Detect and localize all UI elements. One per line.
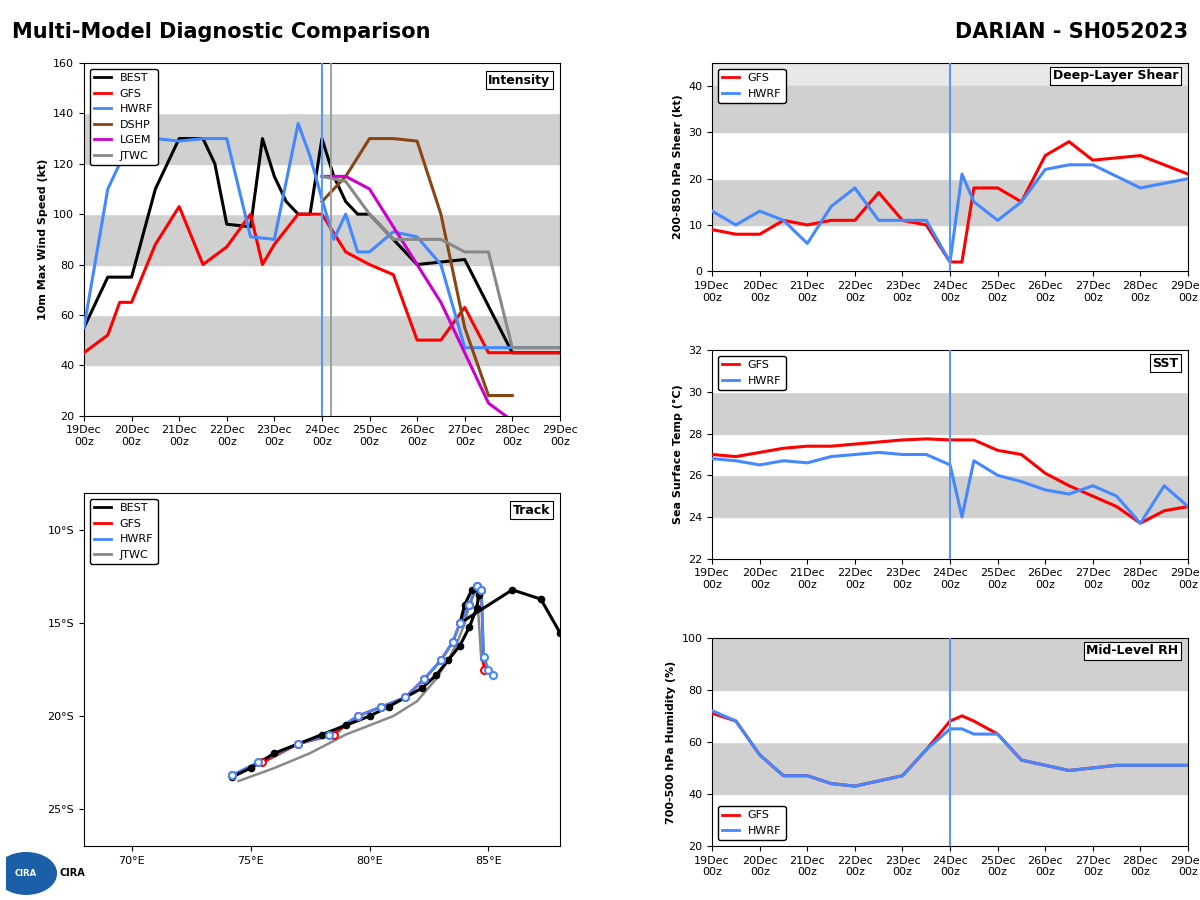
Legend: GFS, HWRF: GFS, HWRF xyxy=(718,68,786,103)
Y-axis label: Sea Surface Temp (°C): Sea Surface Temp (°C) xyxy=(672,384,683,525)
Legend: GFS, HWRF: GFS, HWRF xyxy=(718,356,786,391)
Bar xyxy=(84,265,560,315)
Bar xyxy=(712,225,1188,271)
Circle shape xyxy=(0,852,56,895)
Text: Multi-Model Diagnostic Comparison: Multi-Model Diagnostic Comparison xyxy=(12,22,431,42)
Bar xyxy=(712,517,1188,559)
Legend: BEST, GFS, HWRF, DSHP, LGEM, JTWC: BEST, GFS, HWRF, DSHP, LGEM, JTWC xyxy=(90,68,157,166)
Text: DARIAN - SH052023: DARIAN - SH052023 xyxy=(955,22,1188,42)
Bar xyxy=(84,315,560,365)
Bar xyxy=(712,350,1188,392)
Text: CIRA: CIRA xyxy=(16,869,37,878)
Bar xyxy=(712,742,1188,794)
Y-axis label: 200-850 hPa Shear (kt): 200-850 hPa Shear (kt) xyxy=(673,94,683,239)
Bar xyxy=(712,689,1188,742)
Bar xyxy=(84,63,560,113)
Bar xyxy=(712,179,1188,225)
Text: Track: Track xyxy=(512,504,551,517)
Bar xyxy=(84,214,560,265)
Text: Intensity: Intensity xyxy=(488,74,551,86)
Legend: BEST, GFS, HWRF, JTWC: BEST, GFS, HWRF, JTWC xyxy=(90,499,157,564)
Bar xyxy=(712,794,1188,846)
Text: Mid-Level RH: Mid-Level RH xyxy=(1086,644,1178,657)
Text: Deep-Layer Shear: Deep-Layer Shear xyxy=(1052,69,1178,82)
Y-axis label: 700-500 hPa Humidity (%): 700-500 hPa Humidity (%) xyxy=(666,661,676,824)
Bar xyxy=(84,164,560,214)
Bar xyxy=(712,475,1188,517)
Text: CIRA: CIRA xyxy=(60,868,85,878)
Bar xyxy=(712,638,1188,689)
Y-axis label: 10m Max Wind Speed (kt): 10m Max Wind Speed (kt) xyxy=(37,158,48,320)
Bar xyxy=(712,86,1188,132)
Bar xyxy=(712,132,1188,179)
Legend: GFS, HWRF: GFS, HWRF xyxy=(718,806,786,841)
Text: SST: SST xyxy=(1152,356,1178,370)
Bar xyxy=(712,434,1188,475)
Bar xyxy=(84,113,560,164)
Bar xyxy=(84,365,560,416)
Bar xyxy=(712,392,1188,434)
